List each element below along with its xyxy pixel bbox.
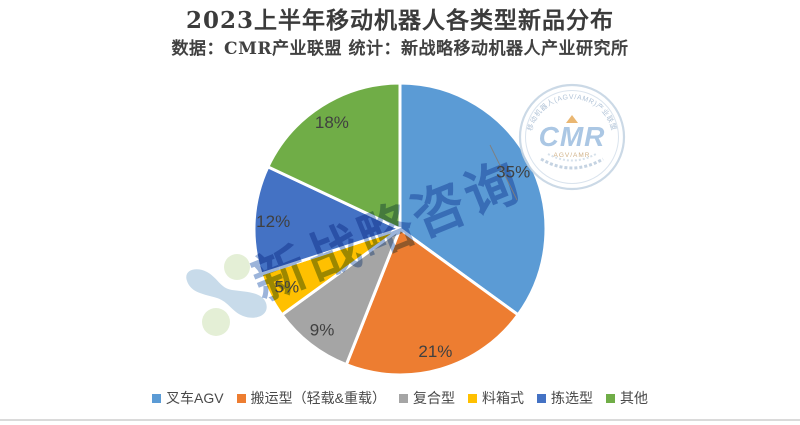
legend-item-4: 料箱式	[467, 390, 524, 406]
legend-label: 其他	[619, 390, 648, 406]
legend-item-6: 其他	[605, 390, 648, 406]
legend-swatch-icon	[605, 393, 615, 403]
badge-sub-text: AGV/AMR	[554, 152, 591, 159]
legend-item-1: 叉车AGV	[152, 390, 224, 406]
legend-label: 搬运型（轻载&重载）	[250, 390, 386, 406]
badge-laurel-icon	[547, 153, 597, 162]
pie-label-3: 9%	[310, 320, 335, 339]
bottom-divider	[0, 419, 800, 421]
page-title: 2023上半年移动机器人各类型新品分布	[185, 7, 614, 34]
watermark-blue-blob-icon	[186, 269, 267, 318]
legend-swatch-icon	[236, 393, 246, 403]
legend-label: 料箱式	[481, 390, 524, 406]
badge-inner-ring-icon	[525, 90, 619, 184]
legend-swatch-icon	[398, 393, 408, 403]
watermark-logo-blobs	[186, 254, 267, 336]
legend-item-5: 拣选型	[536, 390, 593, 406]
pie-slice-1	[398, 81, 548, 317]
pie-slice-6	[266, 81, 402, 231]
badge-laurel-icon	[540, 157, 604, 170]
pie-label-6: 18%	[315, 113, 349, 132]
badge-orange-accent-icon	[566, 115, 578, 123]
badge-cmr-text: CMR	[539, 121, 606, 152]
pie-slice-5	[252, 165, 402, 276]
pie-label-4: 5%	[275, 278, 300, 297]
legend-item-3: 复合型	[398, 390, 455, 406]
watermark-cmr-badge: 移动机器人(AGV/AMR)产业联盟 CMR AGV/AMR	[518, 83, 626, 191]
legend-swatch-icon	[536, 393, 546, 403]
chart-legend: 叉车AGV 搬运型（轻载&重载） 复合型 料箱式 拣选型 其他	[0, 390, 800, 406]
watermark-green-dot-icon	[202, 308, 230, 336]
legend-swatch-icon	[152, 393, 162, 403]
legend-label: 复合型	[412, 390, 455, 406]
legend-label: 叉车AGV	[166, 390, 224, 406]
label-callout-line	[489, 144, 518, 201]
watermark-green-dot-icon	[224, 254, 250, 280]
pie-label-5: 12%	[256, 212, 290, 231]
pie-label-1: 35%	[496, 162, 530, 181]
legend-item-2: 搬运型（轻载&重载）	[236, 390, 386, 406]
page-subtitle: 数据：CMR产业联盟 统计：新战略移动机器人产业研究所	[171, 39, 629, 59]
legend-swatch-icon	[467, 393, 477, 403]
pie-slice-3	[280, 227, 402, 367]
pie-label-2: 21%	[418, 342, 452, 361]
legend-label: 拣选型	[550, 390, 593, 406]
pie-slice-2	[344, 227, 520, 377]
